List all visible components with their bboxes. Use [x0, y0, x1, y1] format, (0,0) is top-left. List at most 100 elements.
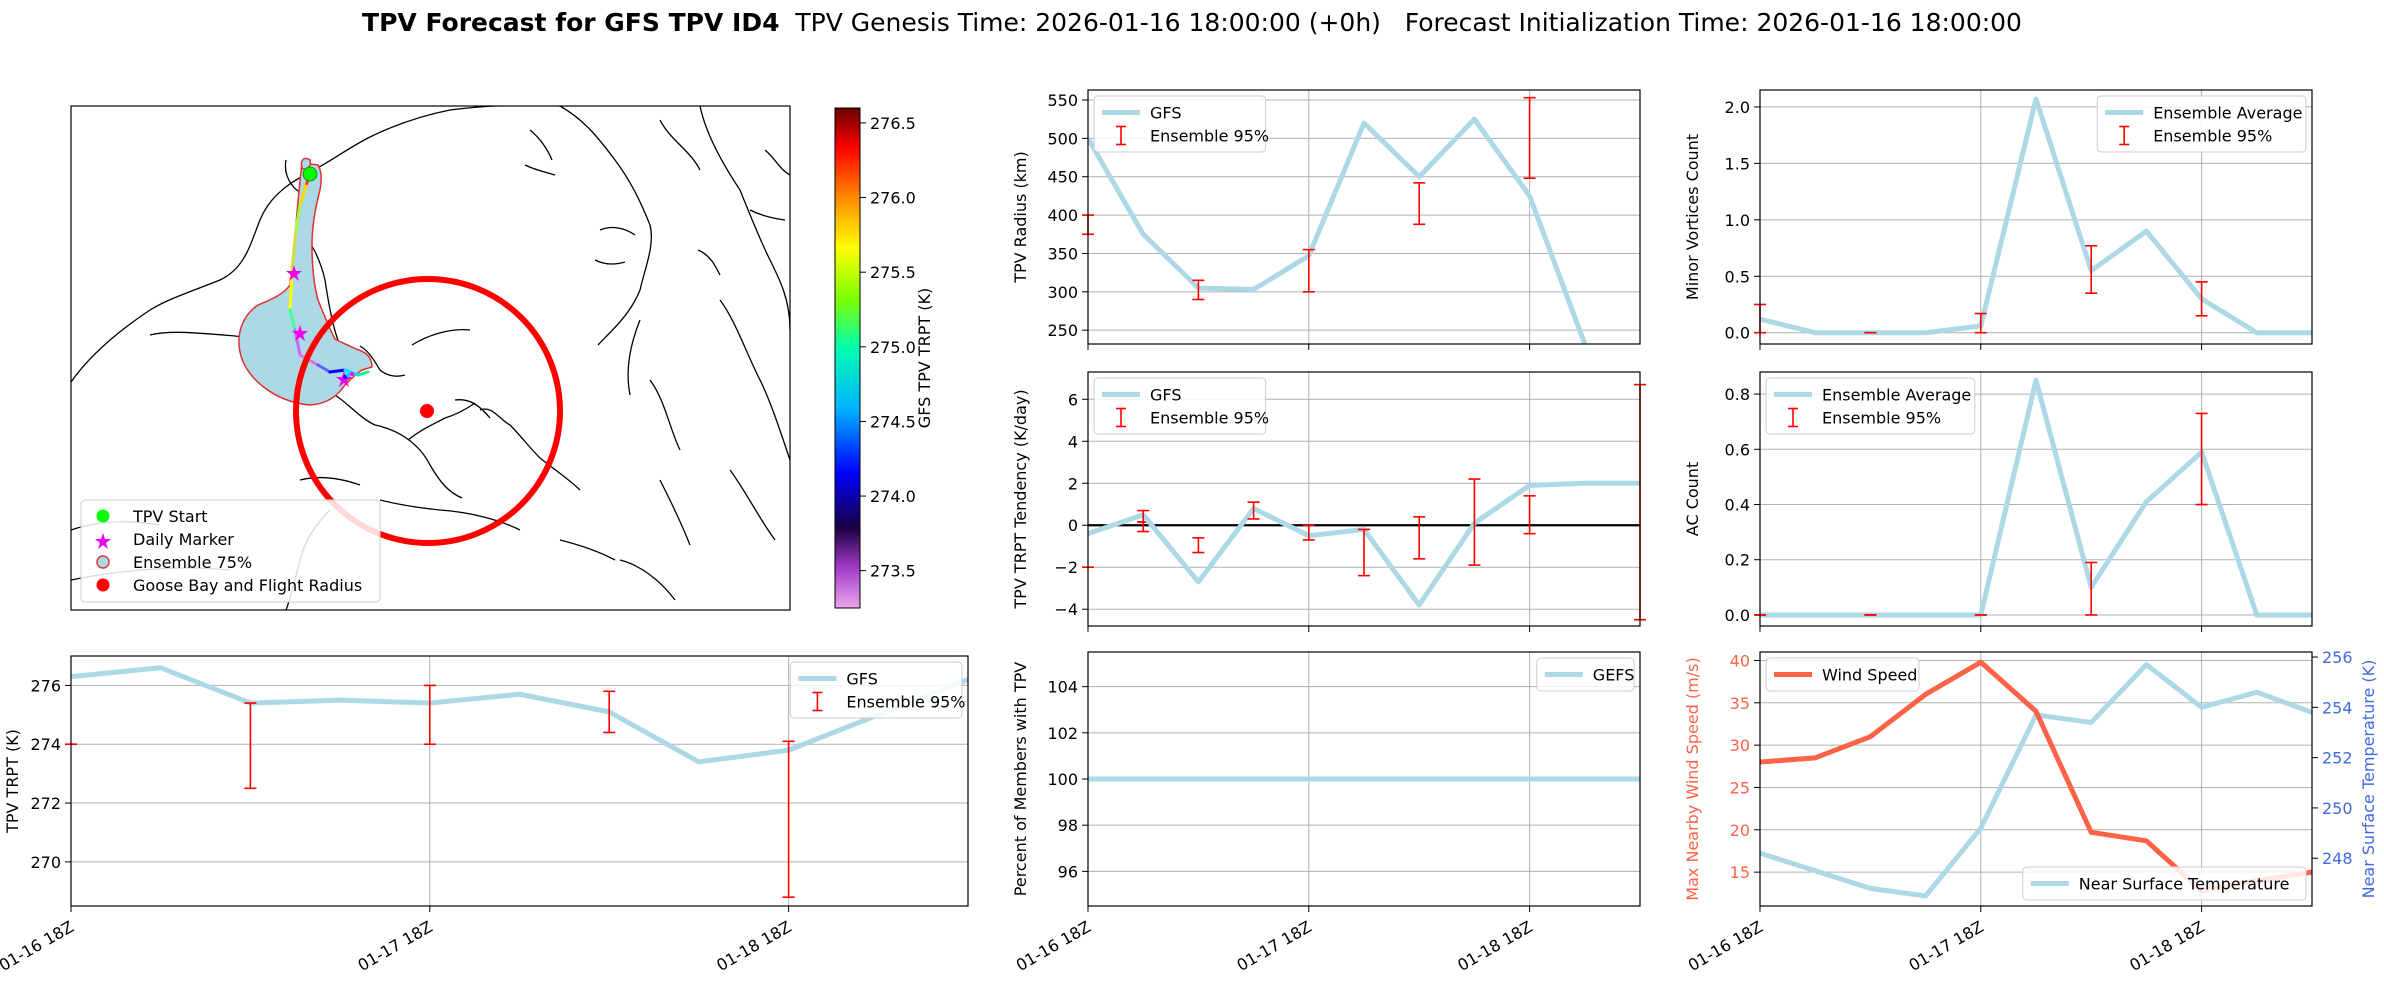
y-tick-label: 0.4	[1725, 496, 1750, 515]
legend-label: GFS	[1150, 386, 1181, 405]
y-tick-label: 274	[30, 735, 61, 754]
y2-tick-label: 256	[2322, 648, 2353, 667]
y-tick-label: 1.0	[1725, 211, 1750, 230]
legend-label: Ensemble Average	[2153, 104, 2302, 123]
errorbar	[1413, 182, 1426, 226]
y-tick-label: 350	[1047, 244, 1078, 263]
y-tick-label: −4	[1054, 600, 1078, 619]
daily-marker	[292, 325, 308, 341]
legend-box	[2022, 866, 2307, 901]
errorbar	[1302, 524, 1315, 541]
y-tick-label: 4	[1068, 432, 1078, 451]
errorbar	[1137, 509, 1150, 533]
y2-tick-label: 254	[2322, 698, 2353, 717]
errorbar	[1247, 501, 1260, 520]
y-tick-label: 0.0	[1725, 606, 1750, 625]
colorbar-tick-label: 274.5	[870, 412, 916, 431]
plot-area	[71, 665, 968, 765]
y-tick-label: 0.8	[1725, 385, 1750, 404]
legend: Ensemble Average Ensemble 95%	[1765, 377, 1976, 435]
map-legend: TPV Start Daily Marker Ensemble 75% Goos…	[80, 499, 381, 603]
axes-frame	[1759, 651, 2313, 907]
title-bold: TPV Forecast for GFS TPV ID4	[362, 8, 779, 37]
y-tick-label: 35	[1730, 694, 1750, 713]
x-tick-label: 01-18 18Z	[2126, 917, 2207, 975]
errorbar	[1358, 528, 1370, 577]
legend: Ensemble Average Ensemble 95%	[2096, 95, 2307, 153]
y-axis-label: AC Count	[1683, 462, 1702, 536]
legend: Wind Speed	[1765, 657, 1920, 692]
y-axis-label: Max Nearby Wind Speed (m/s)	[1683, 657, 1702, 900]
y-tick-label: 450	[1047, 168, 1078, 187]
plot-area	[1760, 96, 2312, 336]
axes-frame	[1087, 651, 1641, 907]
y2-axis-label: Near Surface Temperature (K)	[2359, 660, 2378, 899]
colorbar-tick-label: 276.0	[870, 189, 916, 208]
y-tick-label: 250	[1047, 321, 1078, 340]
x-tick-label: 01-18 18Z	[1454, 917, 1535, 975]
legend-box	[2096, 95, 2307, 153]
legend-label: Ensemble 95%	[2153, 127, 2272, 146]
errorbar	[1468, 478, 1481, 566]
axes-frame	[1087, 89, 1641, 345]
errorbar	[1192, 279, 1205, 301]
y-tick-label: 270	[30, 853, 61, 872]
legend-box	[1765, 657, 1920, 692]
chart-tendency: −4 −2 0 2 4 6 TPV TRPT Tendency (K/day) GFS Ense…	[1011, 371, 1646, 632]
errorbar	[1523, 495, 1536, 535]
chart-trpt: 270 272 274 276 01-16 18Z 01-17 18Z 01-18 18Z T…	[0, 655, 969, 975]
errorbar	[244, 702, 257, 790]
legend: GFS Ensemble 95%	[789, 661, 966, 719]
legend-start-icon	[96, 509, 110, 523]
x-tick-label: 01-16 18Z	[0, 917, 77, 975]
legend-label: Wind Speed	[1822, 666, 1917, 685]
y-tick-label: 500	[1047, 129, 1078, 148]
colorbar-label: GFS TPV TRPT (K)	[915, 288, 934, 428]
errorbar	[2195, 412, 2208, 506]
y-tick-label: 0.2	[1725, 551, 1750, 570]
flight-radius-circle	[293, 276, 563, 546]
errorbar	[2085, 561, 2098, 616]
y-axis-label: TPV Radius (km)	[1011, 151, 1030, 284]
x-tick-label: 01-16 18Z	[1685, 917, 1766, 975]
goose-bay-marker	[420, 404, 434, 418]
y-tick-label: 100	[1047, 770, 1078, 789]
errorbar	[2195, 281, 2208, 317]
track-dot	[350, 372, 354, 376]
errorbar	[1523, 96, 1536, 180]
y2-tick-label: 250	[2322, 799, 2353, 818]
title-rest: TPV Genesis Time: 2026-01-16 18:00:00 (+…	[779, 8, 2021, 37]
y2-tick-label: 248	[2322, 849, 2353, 868]
y-axis-label: Percent of Members with TPV	[1011, 662, 1030, 896]
colorbar-tick-label: 275.5	[870, 263, 916, 282]
legend-ensemble-icon	[96, 555, 110, 569]
map-frame	[70, 105, 791, 611]
y-tick-label: 6	[1068, 390, 1078, 409]
legend-label: Ensemble Average	[1822, 386, 1971, 405]
colorbar-tick-label: 273.5	[870, 562, 916, 581]
errorbar	[603, 690, 616, 734]
series-line	[71, 665, 968, 765]
y-tick-label: 2	[1068, 474, 1078, 493]
errorbar	[1192, 537, 1205, 554]
y-tick-label: 0.0	[1725, 324, 1750, 343]
track-points	[286, 166, 354, 387]
errorbar	[1974, 312, 1987, 334]
legend-start-label: TPV Start	[132, 507, 208, 526]
y-tick-label: −2	[1054, 558, 1078, 577]
legend-label: Near Surface Temperature	[2079, 875, 2290, 894]
y-tick-label: 400	[1047, 206, 1078, 225]
x-tick-label: 01-17 18Z	[1906, 917, 1987, 975]
y-tick-label: 0.5	[1725, 267, 1750, 286]
daily-marker	[286, 265, 302, 281]
y-tick-label: 272	[30, 794, 61, 813]
errorbar	[1302, 248, 1315, 293]
legend: GEFS	[1536, 657, 1635, 692]
y-tick-label: 300	[1047, 283, 1078, 302]
colorbar-tick-label: 274.0	[870, 487, 916, 506]
track-dot	[346, 373, 350, 377]
legend-daily-icon	[95, 533, 111, 549]
legend-daily-label: Daily Marker	[133, 530, 234, 549]
y-tick-label: 2.0	[1725, 98, 1750, 117]
